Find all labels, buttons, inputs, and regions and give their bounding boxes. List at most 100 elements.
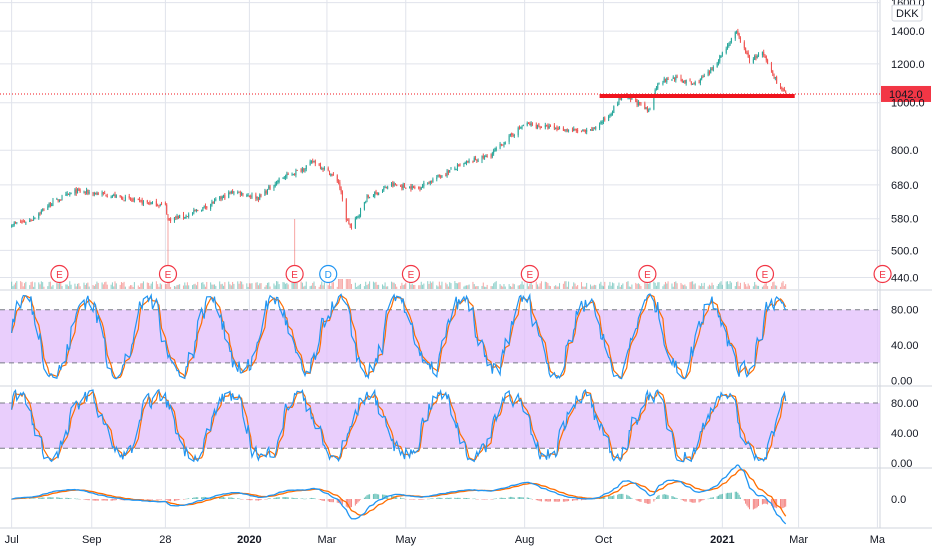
candle-body xyxy=(283,177,285,179)
macd-histogram-bar xyxy=(202,497,204,499)
volume-bar xyxy=(215,285,217,289)
earnings-marker[interactable]: E xyxy=(755,264,775,284)
macd-histogram-bar xyxy=(31,498,33,499)
volume-bar xyxy=(56,283,58,289)
macd-histogram-bar xyxy=(535,499,537,501)
candle-body xyxy=(340,188,342,193)
macd-histogram-bar xyxy=(212,497,214,499)
macd-histogram-bar xyxy=(141,499,143,500)
volume-bar xyxy=(662,286,664,289)
macd-histogram-bar xyxy=(504,497,506,499)
earnings-marker[interactable]: E xyxy=(285,264,304,284)
volume-bar xyxy=(467,285,469,289)
earnings-marker[interactable]: E xyxy=(520,264,539,284)
volume-bar xyxy=(512,283,514,289)
volume-bar xyxy=(66,284,68,289)
macd-histogram-bar xyxy=(312,498,314,499)
marker-label: E xyxy=(526,270,533,281)
candle-body xyxy=(78,188,80,191)
volume-bar xyxy=(568,281,570,289)
macd-histogram-bar xyxy=(736,491,738,499)
macd-histogram-bar xyxy=(228,497,230,499)
candle-body xyxy=(599,124,601,129)
volume-bar xyxy=(188,285,190,289)
macd-histogram-bar xyxy=(465,498,468,499)
volume-bar xyxy=(481,285,483,289)
candle-body xyxy=(423,182,425,187)
macd-histogram-bar xyxy=(51,497,53,499)
volume-bar xyxy=(547,283,549,289)
candle-body xyxy=(636,101,638,105)
volume-bar xyxy=(113,286,115,289)
macd-histogram-bar xyxy=(694,499,696,503)
volume-bar xyxy=(11,281,13,289)
candle-body xyxy=(185,215,187,218)
macd-histogram-bar xyxy=(773,499,775,508)
macd-histogram-bar xyxy=(630,497,632,499)
macd-histogram-bar xyxy=(574,499,576,501)
earnings-marker[interactable]: E xyxy=(638,264,657,284)
macd-histogram-bar xyxy=(193,497,195,499)
candle-body xyxy=(719,55,721,62)
macd-histogram-bar xyxy=(419,499,421,500)
volume-bar xyxy=(96,281,98,289)
candle-body xyxy=(161,203,163,205)
volume-bar xyxy=(24,283,26,289)
macd-histogram-bar xyxy=(698,499,700,503)
candle-body xyxy=(459,164,461,166)
macd-histogram-bar xyxy=(540,499,542,502)
candle-body xyxy=(432,179,434,182)
volume-bar xyxy=(423,283,425,289)
macd-histogram-bar xyxy=(676,498,678,499)
macd-histogram-bar xyxy=(662,494,664,499)
volume-bar xyxy=(756,285,758,289)
volume-bar xyxy=(120,281,122,289)
candle-body xyxy=(48,203,50,208)
earnings-marker[interactable]: E xyxy=(401,264,421,284)
volume-bar xyxy=(436,285,438,289)
candle-body xyxy=(319,164,321,169)
volume-bar xyxy=(690,281,692,289)
candle-body xyxy=(727,45,729,49)
volume-bar xyxy=(414,284,416,289)
earnings-marker[interactable]: E xyxy=(873,264,892,284)
volume-bar xyxy=(149,285,151,289)
candle-body xyxy=(513,135,515,137)
macd-histogram-bar xyxy=(627,495,629,499)
macd-histogram-bar xyxy=(201,497,203,499)
candle-body xyxy=(176,216,178,218)
volume-bar xyxy=(86,283,88,289)
volume-bar xyxy=(747,283,749,289)
volume-bar xyxy=(319,284,321,289)
volume-bar xyxy=(356,286,358,289)
volume-bar xyxy=(441,281,443,289)
dividend-marker[interactable]: D xyxy=(319,264,338,284)
volume-bar xyxy=(230,285,232,289)
volume-bar xyxy=(273,283,275,289)
earnings-marker[interactable]: E xyxy=(158,264,178,284)
candle-body xyxy=(177,215,179,219)
volume-bar xyxy=(394,284,396,289)
candle-body xyxy=(721,52,723,56)
earnings-marker[interactable]: E xyxy=(50,264,69,284)
volume-bar xyxy=(711,282,713,289)
macd-histogram-bar xyxy=(67,498,70,499)
volume-bar xyxy=(330,286,332,289)
time-tick-label: Mar xyxy=(317,534,336,546)
volume-bar xyxy=(322,285,324,289)
candle-body xyxy=(716,63,718,68)
macd-histogram-bar xyxy=(402,498,404,499)
macd-histogram-bar xyxy=(301,498,303,499)
macd-histogram-bar xyxy=(251,499,253,501)
candle-body xyxy=(562,127,564,131)
volume-bar xyxy=(269,286,271,289)
volume-bar xyxy=(485,286,487,289)
candle-body xyxy=(495,147,497,151)
stoch-rsi-2-tick-label: 0.00 xyxy=(891,458,912,470)
candle-body xyxy=(305,165,307,169)
macd-histogram-bar xyxy=(420,499,422,500)
earnings-marker-circle xyxy=(638,264,657,284)
volume-bar xyxy=(345,279,347,289)
volume-bar xyxy=(734,286,736,289)
